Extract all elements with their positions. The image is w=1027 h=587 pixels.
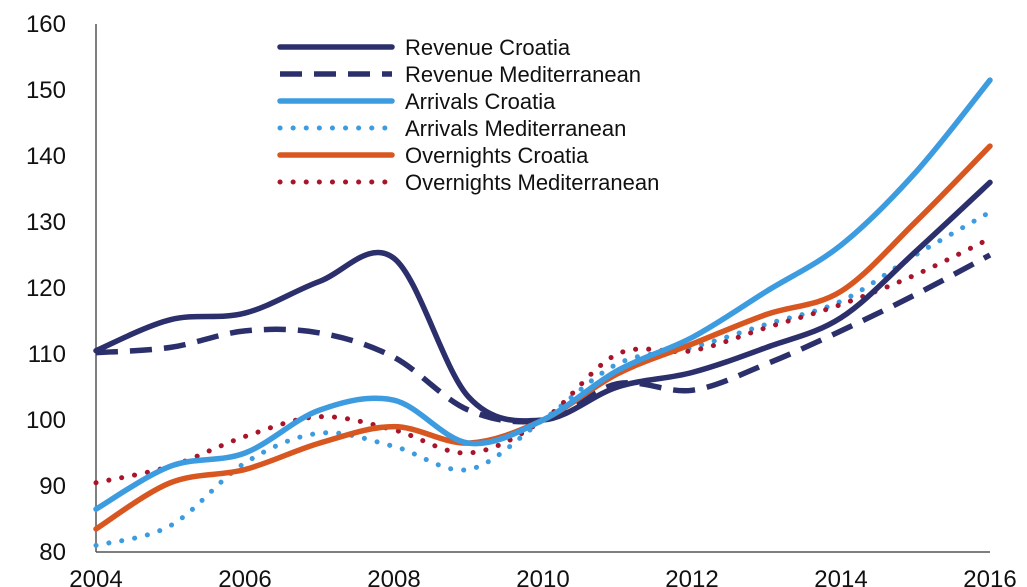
x-tick-label: 2016 [963, 566, 1016, 587]
legend-label: Arrivals Croatia [405, 89, 556, 114]
series-line-revenue-croatia [93, 179, 993, 424]
x-tick-label: 2010 [516, 566, 569, 587]
legend-label: Overnights Mediterranean [405, 170, 659, 195]
x-tick-labels: 2004 2006 2008 2010 2012 2014 2016 [69, 566, 1016, 587]
series-line-overnights-mediterranean [93, 236, 993, 486]
legend-label: Revenue Croatia [405, 35, 571, 60]
series-line-arrivals-mediterranean [93, 209, 993, 548]
y-tick-label: 160 [26, 11, 66, 38]
series-lines [93, 77, 993, 548]
x-tick-label: 2014 [814, 566, 867, 587]
y-tick-label: 130 [26, 209, 66, 236]
legend-label: Overnights Croatia [405, 143, 589, 168]
y-tick-label: 80 [39, 539, 66, 566]
legend-label: Revenue Mediterranean [405, 62, 641, 87]
y-tick-label: 100 [26, 407, 66, 434]
axes [95, 24, 990, 553]
y-tick-label: 140 [26, 143, 66, 170]
x-tick-label: 2008 [367, 566, 420, 587]
y-tick-label: 150 [26, 77, 66, 104]
y-tick-label: 120 [26, 275, 66, 302]
y-tick-label: 110 [28, 341, 66, 368]
legend-label: Arrivals Mediterranean [405, 116, 626, 141]
x-tick-label: 2006 [218, 566, 271, 587]
series-line-overnights-croatia [93, 143, 993, 532]
x-tick-label: 2012 [665, 566, 718, 587]
y-tick-label: 90 [39, 473, 66, 500]
series-line-arrivals-croatia [93, 77, 993, 512]
y-tick-labels: 80 90 100 110 120 130 140 150 160 [26, 11, 66, 566]
x-tick-label: 2004 [69, 566, 122, 587]
